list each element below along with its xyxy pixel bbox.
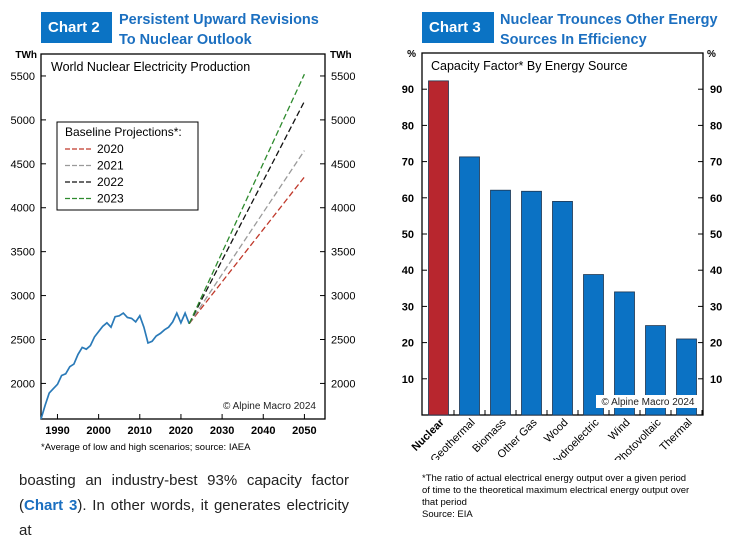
article-line-1: boasting an industry-best 93% capacity f… [19, 472, 349, 489]
chart3-header-title: Nuclear Trounces Other Energy Sources In… [500, 10, 718, 50]
chart2-ytick-label-right: 2000 [331, 378, 355, 390]
chart2-legend-label: 2020 [97, 142, 124, 156]
paren-open: ( [19, 497, 24, 514]
chart3-header-title-line1: Nuclear Trounces Other Energy [500, 12, 718, 28]
chart3-xtick-label: Wind [606, 417, 632, 443]
chart3-ytick-label-left: 60 [402, 193, 414, 205]
chart2-legend-label: 2023 [97, 192, 124, 206]
chart3-footnote-line: *The ratio of actual electrical energy o… [422, 473, 687, 484]
chart2-header-title-line1: Persistent Upward Revisions [119, 12, 319, 28]
chart3-ytick-label-left: 90 [402, 84, 414, 96]
chart3-bar-hydroelectric [583, 274, 604, 416]
chart2-ytick-label-left: 2500 [11, 334, 35, 346]
chart2-xtick-label: 2050 [292, 425, 316, 437]
chart3-footnote: *The ratio of actual electrical energy o… [422, 473, 689, 521]
chart3-footnote-source: Source: EIA [422, 509, 473, 520]
chart2-series-projection-2021 [188, 150, 305, 325]
chart2-series-projection-2022 [188, 101, 305, 324]
chart2-copyright: © Alpine Macro 2024 [223, 401, 316, 412]
chart2-header-title: Persistent Upward Revisions To Nuclear O… [119, 10, 319, 50]
chart2-ylabel-left: TWh [15, 50, 37, 61]
chart3-ytick-label-left: 30 [402, 301, 414, 313]
chart3-ytick-label-right: 20 [710, 338, 722, 350]
chart3-ytick-label-right: 30 [710, 301, 722, 313]
article-line-2: (Chart 3). In other words, it generates … [19, 493, 349, 543]
chart2-ytick-label-left: 4500 [11, 159, 35, 171]
chart3-bar-photovoltaic [645, 325, 666, 416]
chart2-ytick-label-right: 5000 [331, 115, 355, 127]
chart3-bar-nuclear [428, 80, 449, 416]
chart3-copyright: © Alpine Macro 2024 [602, 397, 695, 408]
chart2-footnote: *Average of low and high scenarios; sour… [41, 442, 251, 453]
chart2-legend-label: 2021 [97, 159, 124, 173]
chart3-ytick-label-left: 70 [402, 157, 414, 169]
chart2-xtick-label: 2000 [86, 425, 110, 437]
chart3-ytick-label-right: 50 [710, 229, 722, 241]
chart3-ytick-label-right: 40 [710, 265, 722, 277]
chart2-badge: Chart 2 [41, 12, 112, 43]
chart2-ytick-label-right: 4000 [331, 203, 355, 215]
chart2-ytick-label-left: 5000 [11, 115, 35, 127]
chart2-ytick-label-right: 3500 [331, 247, 355, 259]
chart3-footnote-line: of time to the theoretical maximum elect… [422, 485, 690, 496]
chart2-xtick-label: 2040 [251, 425, 275, 437]
chart3-ytick-label-left: 50 [402, 229, 414, 241]
chart3-link[interactable]: Chart 3 [24, 497, 78, 514]
chart2-ytick-label-left: 4000 [11, 203, 35, 215]
chart3-ytick-label-left: 20 [402, 338, 414, 350]
chart3-title: Capacity Factor* By Energy Source [431, 59, 628, 73]
chart2-xtick-label: 2030 [210, 425, 234, 437]
chart2-xtick-label: 1990 [45, 425, 69, 437]
chart2-ylabel-right: TWh [330, 50, 352, 61]
chart3-badge: Chart 3 [422, 12, 494, 43]
chart2-xtick-label: 2010 [128, 425, 152, 437]
chart3-ytick-label-right: 10 [710, 374, 722, 386]
chart3-ylabel-left: % [407, 49, 416, 60]
chart3-ytick-label-right: 60 [710, 193, 722, 205]
chart2-series-historical [40, 310, 190, 420]
chart2-series-projection-2023 [188, 73, 305, 324]
chart2-ytick-label-right: 3000 [331, 291, 355, 303]
chart3-ytick-label-right: 90 [710, 84, 722, 96]
chart2-ytick-label-right: 4500 [331, 159, 355, 171]
chart3-bar-wind [614, 291, 635, 416]
chart3-bar-other-gas [521, 190, 542, 416]
chart3-footnote-line: that period [422, 497, 467, 508]
chart3-xtick-label: Thermal [658, 417, 695, 454]
chart2-legend-title: Baseline Projections*: [65, 125, 182, 139]
chart2-ytick-label-left: 3000 [11, 291, 35, 303]
article-body: boasting an industry-best 93% capacity f… [19, 468, 349, 543]
chart2-header-title-line2: To Nuclear Outlook [119, 32, 252, 48]
chart2-ytick-label-left: 5500 [11, 71, 35, 83]
chart2-ytick-label-left: 2000 [11, 378, 35, 390]
chart2-ytick-label-left: 3500 [11, 247, 35, 259]
chart2-series-projection-2020 [188, 176, 305, 325]
chart2-frame [40, 53, 326, 420]
chart3-xtick-label: Wood [542, 417, 571, 446]
chart3-ytick-label-left: 40 [402, 265, 414, 277]
chart3-bar-wood [552, 201, 573, 416]
chart2-plot: World Nuclear Electricity Production TWh T… [11, 50, 356, 437]
chart2-ytick-label-right: 5500 [331, 71, 355, 83]
chart2-legend-label: 2022 [97, 175, 124, 189]
chart3-header-title-line2: Sources In Efficiency [500, 32, 647, 48]
chart3-ytick-label-left: 10 [402, 374, 414, 386]
chart3-plot: Capacity Factor* By Energy Source% % 10 10 2… [402, 49, 723, 460]
chart2-ytick-label-right: 2500 [331, 334, 355, 346]
chart3-bar-geothermal [459, 156, 480, 416]
chart3-ylabel-right: % [707, 49, 716, 60]
chart2-title: World Nuclear Electricity Production [51, 60, 250, 74]
chart3-copyright-bg [596, 395, 700, 408]
chart3-ytick-label-right: 80 [710, 120, 722, 132]
chart3-ytick-label-left: 80 [402, 120, 414, 132]
chart2-xtick-label: 2020 [169, 425, 193, 437]
chart3-bar-biomass [490, 189, 511, 416]
chart3-ytick-label-right: 70 [710, 157, 722, 169]
